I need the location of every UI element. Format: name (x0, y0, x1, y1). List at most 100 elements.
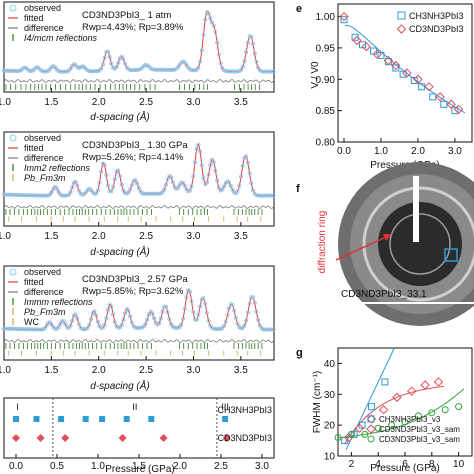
observed-point (235, 69, 240, 74)
observed-point (15, 69, 20, 74)
cd3-point (61, 434, 70, 442)
legend-observed-marker (9, 134, 17, 142)
x-axis-label: d-spacing (Å) (90, 245, 149, 258)
observed-point (199, 48, 204, 53)
difference-curve (3, 79, 275, 83)
volume-panel: e 0.80 0.85 0.90 0.95 1.00 0.0 1.0 2.0 3.0 V / … (296, 3, 473, 171)
observed-point (227, 180, 232, 185)
x-tick-label: 0.5 (50, 461, 64, 472)
chart-title: CD3ND3PbI3_ 1 atm (82, 10, 171, 21)
y-tick-label: 10 (324, 452, 336, 463)
x-tick-label: 1.0 (91, 461, 105, 472)
observed-point (106, 49, 111, 54)
observed-point (211, 23, 216, 28)
observed-point (245, 310, 250, 315)
mapi-point (222, 416, 229, 422)
point-diamond (420, 380, 430, 390)
observed-point (187, 188, 192, 193)
observed-point (237, 183, 242, 188)
observed-point (249, 295, 254, 300)
difference-curve (3, 205, 275, 209)
observed-point (244, 50, 249, 55)
x-tick-label: 3.0 (187, 231, 201, 242)
x-axis-label: d-spacing (Å) (90, 379, 149, 392)
x-tick-label: 2.5 (139, 231, 153, 242)
observed-point (249, 34, 254, 39)
observed-point (112, 319, 117, 324)
observed-point (256, 65, 261, 70)
observed-point (49, 189, 54, 194)
observed-point (39, 327, 44, 332)
point-circle (401, 418, 409, 426)
legend-label: difference (24, 287, 63, 297)
y-tick-labels: 10 20 30 40 (324, 359, 342, 463)
observed-point (61, 319, 66, 324)
observed-point (271, 327, 276, 332)
observed-point (49, 322, 54, 327)
legend-mapi-label: CH3NH3PbI3 (217, 405, 272, 415)
x-tick-label: 2.5 (214, 461, 228, 472)
observed-point (70, 318, 75, 323)
point-circle (361, 430, 369, 438)
legend-cd3-label: CD3ND3PbI3 (409, 24, 464, 34)
cd3-point (435, 92, 445, 102)
cd3-point (361, 41, 371, 52)
x-tick-label: 1.5 (44, 97, 58, 108)
observed-point (257, 323, 262, 328)
y-tick-label: 1.00 (316, 12, 336, 23)
point-diamond (354, 423, 365, 433)
observed-point (169, 175, 174, 180)
observed-point (191, 310, 196, 315)
observed-point (150, 311, 155, 316)
observed-points (2, 9, 276, 74)
observed-point (227, 306, 232, 311)
phase-boundaries (52, 398, 218, 458)
annotation-arrowhead (383, 234, 392, 241)
chart-stats: Rwp=5.26%; Rp=4.14% (82, 152, 184, 163)
x-tick-label: 1.5 (44, 231, 58, 242)
observed-point (223, 319, 228, 324)
y-tick-label: 0.95 (316, 43, 336, 54)
observed-point (107, 54, 112, 59)
cd3-point (446, 99, 456, 110)
observed-point (104, 316, 109, 321)
observed-point (146, 312, 151, 317)
observed-point (196, 312, 201, 317)
observed-point (186, 189, 191, 194)
point-diamond (433, 377, 444, 387)
chart-stats: Rwp=5.85%; Rp=3.62% (82, 286, 184, 297)
fit-curve (344, 24, 466, 114)
x-tick-label: 0.0 (337, 146, 351, 157)
mapi-point (429, 93, 437, 101)
x-tick-labels: 1.0 1.5 2.0 2.5 3.0 3.5 (0, 356, 248, 376)
observed-point (203, 17, 208, 22)
observed-point (92, 309, 97, 314)
mapi-point (13, 416, 19, 422)
point-diamond (406, 386, 417, 396)
point-circle (428, 409, 436, 417)
image-caption: CD3ND3PbI3_33.1 (341, 289, 427, 300)
observed-point (128, 314, 133, 319)
legend-label: fitted (24, 277, 44, 287)
y-tick-label: 40 (324, 359, 336, 370)
y-axis-label: V / V0 (310, 61, 321, 89)
chart-title: CD3ND3PbI3_ 2.57 GPa (82, 274, 188, 285)
observed-point (114, 64, 119, 69)
observed-point (242, 323, 247, 328)
observed-point (89, 317, 94, 322)
region-labels: I II III (16, 402, 228, 412)
observed-point (111, 184, 116, 189)
observed-point (228, 183, 233, 188)
point-diamond (378, 405, 389, 415)
x-tick-label: 8 (429, 459, 435, 470)
observed-point (104, 50, 109, 55)
observed-point (203, 301, 208, 306)
observed-point (95, 69, 100, 74)
observed-point (250, 295, 255, 300)
legend-observed-marker (9, 268, 17, 276)
observed-point (167, 316, 172, 321)
x-tick-label: 2.0 (92, 365, 106, 376)
legend-label: fitted (24, 143, 44, 153)
